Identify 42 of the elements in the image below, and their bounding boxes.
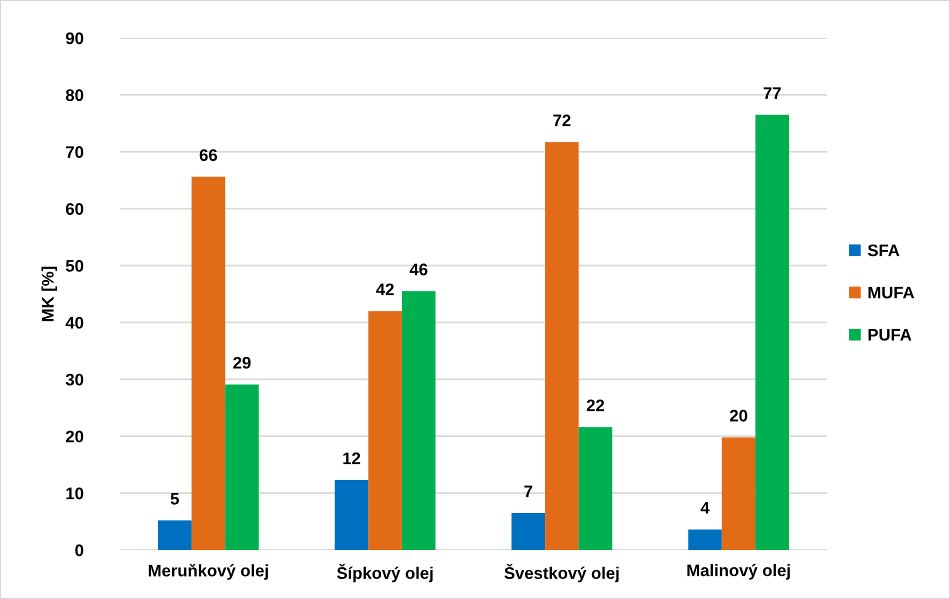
y-tick-label: 40 — [66, 316, 84, 329]
data-label: 66 — [200, 149, 218, 162]
data-label: 7 — [524, 486, 532, 498]
data-label: 20 — [730, 410, 748, 422]
bar — [334, 480, 368, 550]
bar — [755, 114, 789, 550]
x-tick-label: Švestkový olej — [504, 564, 619, 582]
legend-label: MUFA — [868, 286, 914, 298]
x-tick-label: Šípkový olej — [336, 564, 433, 582]
data-label: 72 — [553, 114, 570, 126]
bar — [402, 291, 436, 550]
data-label: 5 — [170, 492, 179, 505]
data-label: 42 — [376, 283, 394, 296]
bar — [158, 520, 192, 550]
x-tick-label: Meruňkový olej — [148, 564, 268, 580]
y-tick-label: 90 — [66, 32, 84, 44]
y-tick-label: 80 — [66, 89, 84, 102]
data-label: 77 — [764, 87, 781, 99]
bar — [688, 530, 722, 550]
data-label: 12 — [343, 452, 360, 464]
bar — [722, 437, 756, 550]
y-tick-label: 60 — [66, 203, 84, 215]
y-tick-label: 70 — [66, 146, 84, 158]
y-axis-title: MK [%] — [41, 266, 58, 322]
data-label: 4 — [700, 502, 710, 514]
y-tick-label: 30 — [66, 374, 84, 386]
data-label: 46 — [410, 264, 428, 276]
legend-label: PUFA — [868, 329, 912, 341]
y-tick-label: 0 — [75, 544, 84, 556]
y-tick-label: 50 — [66, 260, 84, 272]
bar — [578, 427, 612, 550]
data-label: 29 — [233, 356, 251, 369]
x-tick-label: Malinový olej — [687, 564, 790, 580]
bar — [545, 142, 579, 550]
legend-label: SFA — [868, 244, 900, 256]
y-tick-label: 20 — [66, 430, 84, 442]
bar — [192, 176, 226, 550]
y-tick-label: 10 — [66, 488, 84, 500]
bar — [512, 513, 546, 550]
bar — [368, 311, 402, 550]
data-label: 22 — [586, 400, 604, 412]
bar — [225, 384, 259, 550]
